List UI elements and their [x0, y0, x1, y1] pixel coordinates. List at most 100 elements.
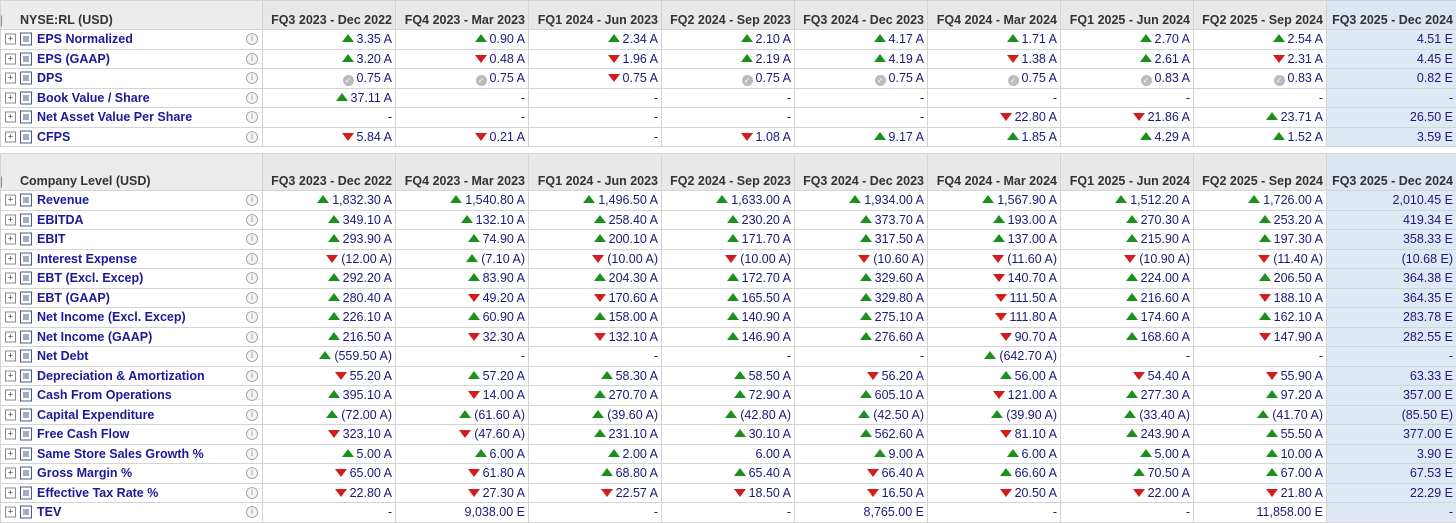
- value-cell[interactable]: 2.19 A: [662, 49, 795, 69]
- value-cell[interactable]: 55.90 A: [1194, 366, 1327, 386]
- value-cell[interactable]: 243.90 A: [1061, 425, 1194, 445]
- value-cell[interactable]: (42.50 A): [795, 405, 928, 425]
- value-cell[interactable]: -: [529, 108, 662, 128]
- value-cell[interactable]: 4.17 A: [795, 30, 928, 50]
- period-header[interactable]: FQ2 2025 - Sep 2024: [1194, 1, 1327, 30]
- expand-icon[interactable]: +: [5, 34, 16, 45]
- info-icon[interactable]: i: [246, 370, 258, 382]
- value-cell[interactable]: 49.20 A: [396, 288, 529, 308]
- info-icon[interactable]: i: [246, 214, 258, 226]
- value-cell[interactable]: 283.78 E: [1327, 308, 1456, 328]
- value-cell[interactable]: 70.50 A: [1061, 464, 1194, 484]
- metric-link-same-store-sales-growth[interactable]: Same Store Sales Growth %: [37, 447, 204, 461]
- value-cell[interactable]: 66.60 A: [928, 464, 1061, 484]
- expand-icon[interactable]: +: [5, 214, 16, 225]
- value-cell[interactable]: 1,633.00 A: [662, 191, 795, 211]
- value-cell[interactable]: 56.00 A: [928, 366, 1061, 386]
- value-cell[interactable]: 9.17 A: [795, 127, 928, 147]
- metric-link-cfps[interactable]: CFPS: [37, 130, 70, 144]
- value-cell[interactable]: 0.75 A: [396, 69, 529, 89]
- value-cell[interactable]: 216.50 A: [263, 327, 396, 347]
- expand-icon[interactable]: +: [5, 92, 16, 103]
- value-cell[interactable]: -: [928, 88, 1061, 108]
- document-icon[interactable]: [20, 291, 32, 304]
- value-cell[interactable]: 170.60 A: [529, 288, 662, 308]
- value-cell[interactable]: 230.20 A: [662, 210, 795, 230]
- info-icon[interactable]: i: [246, 292, 258, 304]
- value-cell[interactable]: 0.48 A: [396, 49, 529, 69]
- value-cell[interactable]: 32.30 A: [396, 327, 529, 347]
- document-icon[interactable]: [20, 311, 32, 324]
- value-cell[interactable]: 6.00 A: [396, 444, 529, 464]
- value-cell[interactable]: 18.50 A: [662, 483, 795, 503]
- expand-icon[interactable]: +: [5, 131, 16, 142]
- metric-link-depreciation-amortization[interactable]: Depreciation & Amortization: [37, 369, 205, 383]
- value-cell[interactable]: 146.90 A: [662, 327, 795, 347]
- expand-icon[interactable]: +: [5, 253, 16, 264]
- value-cell[interactable]: 364.35 E: [1327, 288, 1456, 308]
- expand-icon[interactable]: +: [5, 468, 16, 479]
- period-header[interactable]: FQ3 2025 - Dec 2024: [1327, 154, 1456, 191]
- value-cell[interactable]: (10.60 A): [795, 249, 928, 269]
- value-cell[interactable]: -: [662, 88, 795, 108]
- period-header[interactable]: FQ4 2024 - Mar 2024: [928, 1, 1061, 30]
- value-cell[interactable]: 0.75 A: [928, 69, 1061, 89]
- value-cell[interactable]: -: [1194, 347, 1327, 367]
- value-cell[interactable]: 1,496.50 A: [529, 191, 662, 211]
- info-icon[interactable]: i: [246, 92, 258, 104]
- value-cell[interactable]: 66.40 A: [795, 464, 928, 484]
- info-icon[interactable]: i: [246, 33, 258, 45]
- value-cell[interactable]: 2,010.45 E: [1327, 191, 1456, 211]
- metric-link-net-debt[interactable]: Net Debt: [37, 349, 88, 363]
- info-icon[interactable]: i: [246, 131, 258, 143]
- value-cell[interactable]: 132.10 A: [396, 210, 529, 230]
- value-cell[interactable]: 60.90 A: [396, 308, 529, 328]
- value-cell[interactable]: 1.71 A: [928, 30, 1061, 50]
- period-header[interactable]: FQ1 2025 - Jun 2024: [1061, 154, 1194, 191]
- value-cell[interactable]: 0.21 A: [396, 127, 529, 147]
- value-cell[interactable]: 3.59 E: [1327, 127, 1456, 147]
- value-cell[interactable]: 270.30 A: [1061, 210, 1194, 230]
- value-cell[interactable]: 605.10 A: [795, 386, 928, 406]
- value-cell[interactable]: 30.10 A: [662, 425, 795, 445]
- metric-link-eps-gaap[interactable]: EPS (GAAP): [37, 52, 110, 66]
- expand-icon[interactable]: +: [5, 292, 16, 303]
- period-header[interactable]: FQ4 2023 - Mar 2023: [396, 154, 529, 191]
- expand-icon[interactable]: +: [1, 176, 3, 187]
- document-icon[interactable]: [20, 350, 32, 363]
- document-icon[interactable]: [20, 330, 32, 343]
- document-icon[interactable]: [20, 408, 32, 421]
- value-cell[interactable]: 253.20 A: [1194, 210, 1327, 230]
- period-header[interactable]: FQ3 2024 - Dec 2023: [795, 1, 928, 30]
- value-cell[interactable]: 56.20 A: [795, 366, 928, 386]
- value-cell[interactable]: (47.60 A): [396, 425, 529, 445]
- value-cell[interactable]: (10.00 A): [662, 249, 795, 269]
- value-cell[interactable]: (33.40 A): [1061, 405, 1194, 425]
- value-cell[interactable]: 132.10 A: [529, 327, 662, 347]
- value-cell[interactable]: 27.30 A: [396, 483, 529, 503]
- document-icon[interactable]: [20, 272, 32, 285]
- value-cell[interactable]: (85.50 E): [1327, 405, 1456, 425]
- value-cell[interactable]: 140.70 A: [928, 269, 1061, 289]
- document-icon[interactable]: [20, 91, 32, 104]
- document-icon[interactable]: [20, 369, 32, 382]
- value-cell[interactable]: 276.60 A: [795, 327, 928, 347]
- expand-icon[interactable]: +: [5, 331, 16, 342]
- value-cell[interactable]: 6.00 A: [662, 444, 795, 464]
- value-cell[interactable]: -: [396, 347, 529, 367]
- document-icon[interactable]: [20, 486, 32, 499]
- value-cell[interactable]: 168.60 A: [1061, 327, 1194, 347]
- document-icon[interactable]: [20, 111, 32, 124]
- value-cell[interactable]: 0.83 A: [1194, 69, 1327, 89]
- period-header[interactable]: FQ3 2023 - Dec 2022: [263, 154, 396, 191]
- value-cell[interactable]: 364.38 E: [1327, 269, 1456, 289]
- expand-icon[interactable]: +: [5, 409, 16, 420]
- value-cell[interactable]: 0.75 A: [263, 69, 396, 89]
- document-icon[interactable]: [20, 428, 32, 441]
- value-cell[interactable]: 231.10 A: [529, 425, 662, 445]
- period-header[interactable]: FQ3 2025 - Dec 2024: [1327, 1, 1456, 30]
- value-cell[interactable]: 293.90 A: [263, 230, 396, 250]
- period-header[interactable]: FQ2 2024 - Sep 2023: [662, 154, 795, 191]
- metric-link-ebitda[interactable]: EBITDA: [37, 213, 84, 227]
- value-cell[interactable]: (642.70 A): [928, 347, 1061, 367]
